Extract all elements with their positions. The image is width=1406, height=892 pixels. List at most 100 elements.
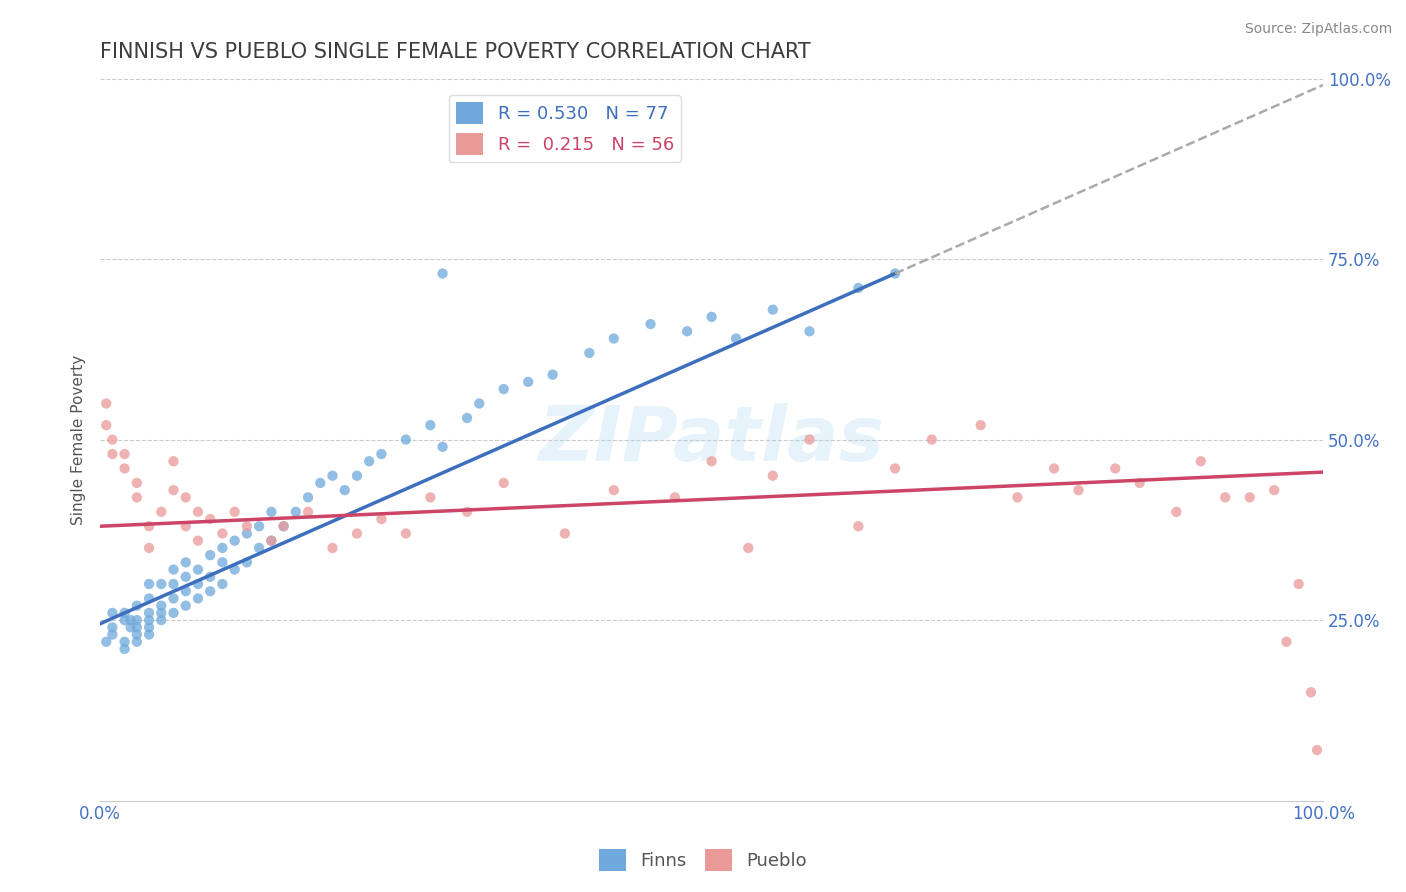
Point (162, 591, 184, 606)
Point (1306, 743, 1329, 757)
Point (1213, 491, 1236, 505)
Point (101, 627, 124, 641)
Point (125, 599, 148, 613)
Point (1288, 577, 1310, 591)
Point (1239, 491, 1261, 505)
Point (1007, 491, 1029, 505)
Point (554, 526, 576, 541)
Point (700, 454, 723, 468)
Point (187, 505, 209, 519)
Point (138, 627, 160, 641)
Point (200, 512, 222, 526)
Point (125, 634, 148, 648)
Point (799, 433, 821, 447)
Point (236, 526, 259, 541)
Point (1043, 461, 1066, 475)
Point (346, 526, 368, 541)
Point (603, 483, 626, 497)
Y-axis label: Single Female Poverty: Single Female Poverty (72, 354, 86, 524)
Point (101, 433, 124, 447)
Point (138, 613, 160, 627)
Point (150, 577, 173, 591)
Point (120, 613, 142, 627)
Point (921, 433, 943, 447)
Point (395, 433, 418, 447)
Point (224, 533, 246, 548)
Point (114, 447, 136, 461)
Point (284, 505, 307, 519)
Point (1299, 685, 1322, 699)
Point (174, 599, 197, 613)
Point (138, 591, 160, 606)
Point (236, 555, 259, 569)
Legend: R = 0.530   N = 77, R =  0.215   N = 56: R = 0.530 N = 77, R = 0.215 N = 56 (449, 95, 681, 162)
Text: Source: ZipAtlas.com: Source: ZipAtlas.com (1244, 22, 1392, 37)
Point (174, 570, 197, 584)
Point (1263, 483, 1285, 497)
Point (737, 541, 759, 555)
Point (138, 541, 160, 555)
Point (884, 267, 907, 281)
Point (211, 526, 233, 541)
Point (200, 570, 222, 584)
Point (96, 418, 118, 433)
Point (211, 541, 233, 555)
Point (492, 475, 515, 490)
Point (664, 491, 686, 505)
Point (640, 317, 662, 331)
Point (1166, 505, 1188, 519)
Point (370, 447, 392, 461)
Point (174, 519, 197, 533)
Point (211, 577, 233, 591)
Point (603, 332, 626, 346)
Point (101, 447, 124, 461)
Point (114, 634, 136, 648)
Point (236, 519, 259, 533)
Point (150, 606, 173, 620)
Point (150, 505, 173, 519)
Point (419, 418, 441, 433)
Point (432, 267, 454, 281)
Point (456, 505, 478, 519)
Point (273, 519, 295, 533)
Point (541, 368, 564, 382)
Point (114, 606, 136, 620)
Point (114, 461, 136, 475)
Point (162, 563, 184, 577)
Point (224, 505, 246, 519)
Point (1067, 483, 1090, 497)
Point (395, 526, 418, 541)
Point (162, 577, 184, 591)
Point (174, 491, 197, 505)
Point (848, 519, 870, 533)
Point (138, 606, 160, 620)
Point (676, 324, 699, 338)
Point (700, 310, 723, 324)
Point (162, 606, 184, 620)
Point (725, 332, 748, 346)
Point (211, 555, 233, 569)
Point (138, 620, 160, 634)
Text: FINNISH VS PUEBLO SINGLE FEMALE POVERTY CORRELATION CHART: FINNISH VS PUEBLO SINGLE FEMALE POVERTY … (100, 42, 811, 62)
Point (333, 483, 356, 497)
Point (321, 541, 343, 555)
Point (187, 533, 209, 548)
Point (120, 620, 142, 634)
Point (468, 396, 491, 410)
Point (101, 620, 124, 634)
Point (762, 468, 785, 483)
Point (260, 533, 283, 548)
Point (762, 302, 785, 317)
Point (1275, 634, 1298, 648)
Point (1129, 475, 1152, 490)
Point (1104, 461, 1126, 475)
Point (138, 519, 160, 533)
Point (96, 396, 118, 410)
Point (200, 584, 222, 599)
Point (125, 475, 148, 490)
Point (101, 606, 124, 620)
Point (247, 519, 270, 533)
Point (150, 613, 173, 627)
Point (247, 541, 270, 555)
Text: ZIPatlas: ZIPatlas (538, 402, 884, 476)
